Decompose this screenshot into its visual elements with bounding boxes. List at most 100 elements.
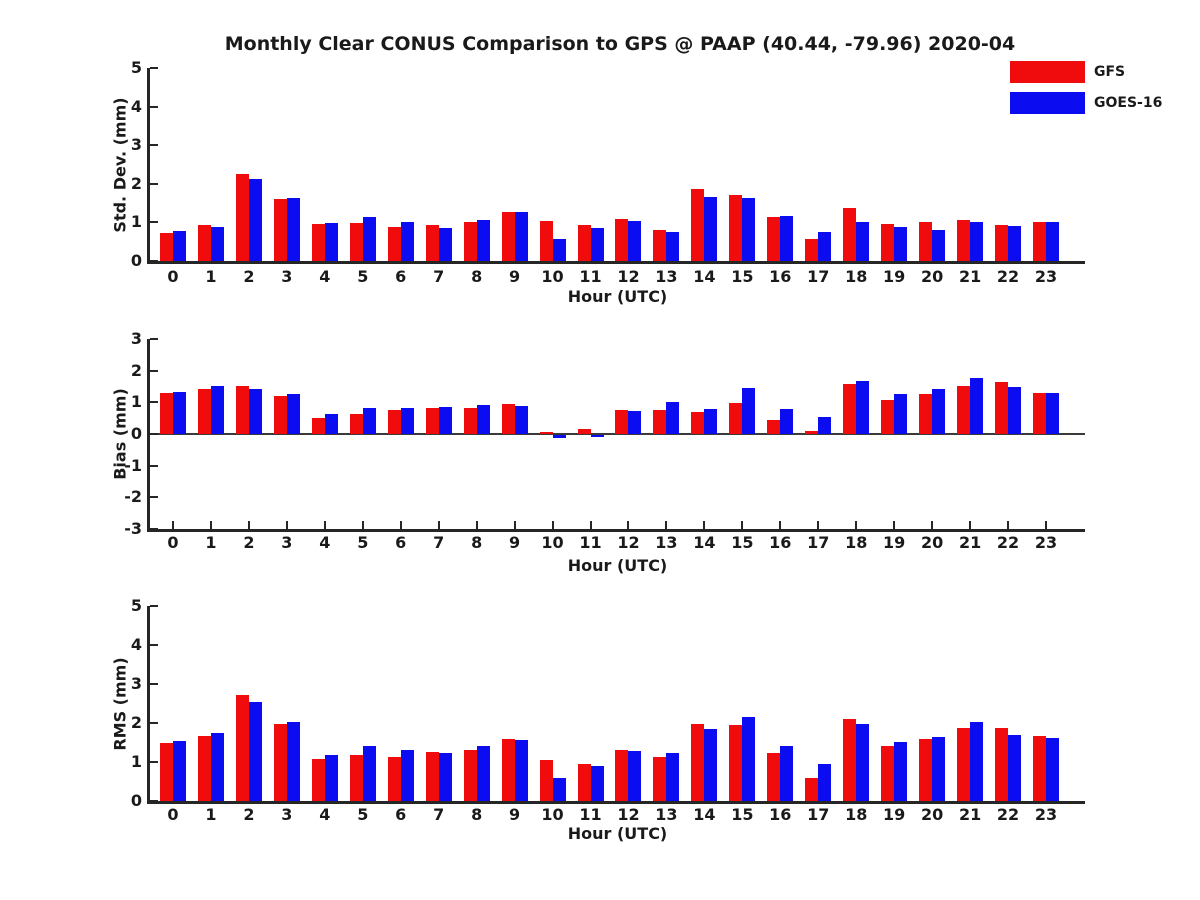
x-tick-label: 0 — [167, 267, 179, 286]
bar-gfs-h12 — [615, 410, 629, 434]
bar-gfs-h18 — [843, 384, 857, 434]
y-tick — [150, 496, 158, 499]
x-axis-line — [147, 261, 1085, 264]
x-tick-label: 11 — [579, 533, 602, 552]
y-tick-label: 2 — [130, 713, 142, 732]
x-tick-label: 16 — [769, 805, 792, 824]
bar-gfs-h14 — [691, 724, 705, 801]
y-tick-label: 1 — [130, 392, 142, 412]
legend-label-goes16: GOES-16 — [1094, 95, 1163, 111]
bar-gfs-h17 — [805, 778, 819, 801]
x-tick-label: 3 — [281, 805, 293, 824]
bar-goes16-h17 — [818, 231, 832, 261]
x-tick — [817, 521, 820, 529]
x-tick-label: 11 — [579, 805, 602, 824]
x-tick-label: 19 — [883, 533, 906, 552]
bar-gfs-h0 — [160, 233, 173, 261]
bar-gfs-h9 — [501, 738, 515, 801]
bar-goes16-h19 — [894, 394, 908, 434]
bar-gfs-h10 — [539, 221, 553, 261]
zero-line — [150, 433, 1085, 435]
y-tick-label: -3 — [124, 519, 142, 538]
x-tick-label: 6 — [395, 805, 407, 824]
bar-gfs-h15 — [729, 195, 743, 261]
y-tick — [150, 464, 158, 467]
bar-gfs-h14 — [691, 188, 705, 261]
bar-gfs-h0 — [160, 392, 173, 434]
bar-gfs-h8 — [463, 407, 477, 434]
bar-gfs-h2 — [235, 694, 249, 801]
x-tick-label: 3 — [281, 267, 293, 286]
y-axis-line — [147, 339, 150, 532]
x-tick-label: 19 — [883, 267, 906, 286]
bar-gfs-h9 — [501, 403, 515, 434]
x-tick-label: 2 — [243, 267, 255, 286]
chart-title: Monthly Clear CONUS Comparison to GPS @ … — [224, 33, 1016, 55]
bar-goes16-h16 — [780, 216, 794, 261]
bar-goes16-h5 — [362, 407, 376, 434]
bar-goes16-h2 — [248, 178, 262, 261]
bar-goes16-h18 — [856, 381, 870, 434]
x-tick-label: 18 — [845, 267, 868, 286]
bar-goes16-h16 — [780, 746, 794, 801]
bar-goes16-h14 — [704, 729, 718, 801]
bar-goes16-h19 — [894, 742, 908, 801]
x-tick-label: 10 — [541, 805, 564, 824]
x-tick-label: 18 — [845, 533, 868, 552]
bar-goes16-h12 — [628, 751, 642, 801]
x-tick-label: 21 — [958, 533, 982, 552]
bar-goes16-h2 — [248, 389, 262, 434]
legend-label-gfs: GFS — [1094, 64, 1126, 80]
x-tick-label: 17 — [807, 267, 830, 286]
bar-gfs-h21 — [957, 385, 971, 434]
x-tick — [741, 521, 744, 529]
y-tick-label: 1 — [130, 212, 142, 232]
y-tick — [150, 67, 158, 69]
bar-goes16-h8 — [476, 746, 490, 801]
bar-gfs-h23 — [1033, 392, 1046, 434]
bar-gfs-h12 — [615, 219, 629, 261]
x-tick-label: 0 — [167, 533, 179, 552]
bar-gfs-h21 — [957, 728, 971, 801]
bar-gfs-h5 — [349, 223, 363, 261]
x-tick-label: 18 — [845, 805, 868, 824]
x-tick — [285, 521, 288, 529]
bar-goes16-h7 — [438, 227, 452, 261]
bar-goes16-h17 — [818, 416, 832, 434]
x-tick-label: 10 — [541, 533, 564, 552]
y-tick-label: 0 — [130, 424, 142, 443]
bar-goes16-h11 — [590, 766, 604, 801]
legend-swatch-gfs — [1010, 61, 1085, 83]
bar-gfs-h15 — [729, 725, 743, 801]
x-tick-label: 2 — [243, 533, 255, 552]
bar-goes16-h9 — [514, 405, 528, 434]
y-tick-label: 3 — [130, 135, 142, 155]
x-tick-label: 0 — [167, 805, 179, 824]
bar-goes16-h9 — [514, 740, 528, 801]
bar-gfs-h11 — [577, 763, 591, 801]
x-tick-label: 17 — [807, 533, 830, 552]
x-tick-label: 15 — [731, 805, 754, 824]
bar-goes16-h21 — [970, 722, 984, 801]
bar-gfs-h2 — [235, 385, 249, 434]
bar-gfs-h6 — [387, 757, 401, 801]
x-tick — [703, 521, 706, 529]
bar-goes16-h11 — [590, 227, 604, 261]
bar-goes16-h17 — [818, 764, 832, 801]
bar-goes16-h10 — [552, 435, 566, 438]
bar-goes16-h20 — [932, 230, 946, 261]
bar-gfs-h14 — [691, 411, 705, 434]
x-tick-label: 9 — [509, 267, 521, 286]
x-tick-label: 22 — [996, 267, 1020, 286]
bar-goes16-h4 — [324, 223, 338, 261]
bar-gfs-h18 — [843, 719, 857, 801]
bar-gfs-h12 — [615, 749, 629, 801]
x-tick-label: 8 — [471, 533, 483, 552]
bar-goes16-h13 — [666, 752, 680, 801]
y-tick — [150, 683, 158, 685]
x-tick-label: 12 — [617, 533, 640, 552]
x-tick-label: 13 — [655, 805, 678, 824]
x-tick-label: 13 — [655, 533, 678, 552]
bar-gfs-h10 — [539, 431, 553, 434]
y-tick — [150, 528, 158, 530]
